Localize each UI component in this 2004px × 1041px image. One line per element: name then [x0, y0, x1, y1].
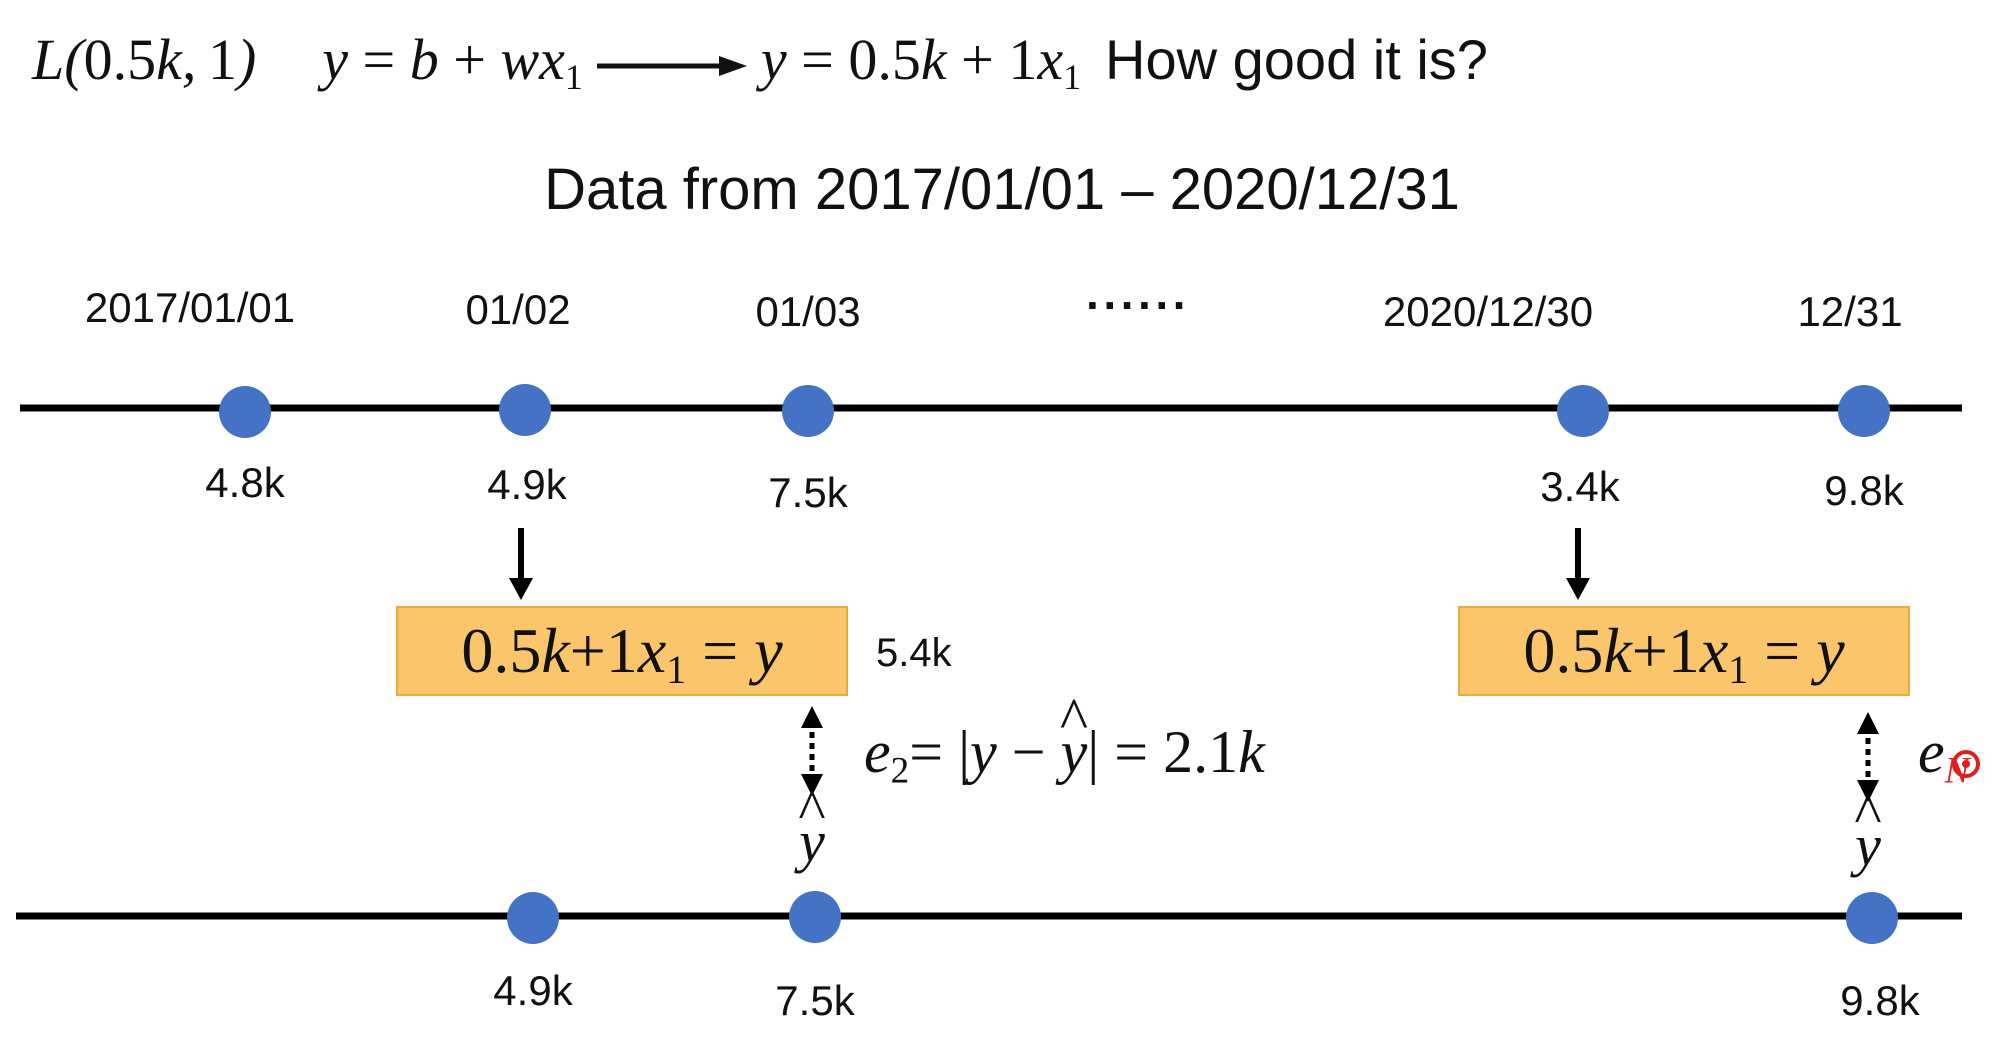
data-point-dot — [499, 384, 551, 436]
data-value-label: 3.4k — [1540, 463, 1620, 510]
ground-truth-dot — [789, 891, 841, 943]
date-label: 12/31 — [1797, 288, 1903, 335]
data-value-label: 4.8k — [205, 459, 285, 506]
data-value-label: 7.5k — [768, 469, 848, 516]
data-point-dot — [1838, 385, 1890, 437]
ground-truth-value-label: 4.9k — [493, 967, 573, 1014]
data-range-subtitle: Data from 2017/01/01 – 2020/12/31 — [544, 157, 1460, 222]
prediction-box: 0.5k+1x1 = y — [1458, 606, 1910, 696]
data-point-dot — [219, 386, 271, 438]
dashed-double-arrow-icon — [1857, 712, 1879, 802]
predicted-value-label: 5.4k — [876, 631, 952, 675]
data-value-label: 9.8k — [1824, 467, 1904, 514]
down-arrow-icon — [1566, 528, 1590, 600]
title-formula-row: L(0.5k, 1) y = b + wx1 y = 0.5k + 1x1 How … — [32, 20, 1488, 100]
data-point-dot — [1557, 385, 1609, 437]
data-point-dot — [782, 385, 834, 437]
ground-truth-dot — [1846, 892, 1898, 944]
data-value-label: 4.9k — [487, 461, 567, 508]
date-label: 01/02 — [465, 286, 571, 333]
date-label: 2017/01/01 — [84, 284, 296, 331]
date-label: 01/03 — [755, 288, 861, 335]
ground-truth-dot — [507, 892, 559, 944]
question-text: How good it is? — [1105, 28, 1488, 91]
prediction-box: 0.5k+1x1 = y — [396, 606, 848, 696]
yhat-symbol: y ^ — [798, 777, 826, 874]
ground-truth-value-label: 7.5k — [775, 977, 855, 1024]
ground-truth-value-label: 9.8k — [1840, 977, 1920, 1024]
model-general-equation: y = b + wx1 — [322, 27, 583, 98]
date-label: 2020/12/30 — [1382, 288, 1594, 335]
right-arrow-icon — [596, 55, 747, 76]
down-arrow-icon — [509, 528, 533, 600]
model-specific-equation: y = 0.5k + 1x1 — [760, 27, 1082, 98]
dashed-double-arrow-icon — [801, 706, 823, 796]
cursor-pointer-icon — [1952, 750, 1980, 778]
loss-expression: L(0.5k, 1) — [32, 27, 257, 92]
error-equation: e2= |y − y ^ | = 2.1k — [864, 686, 1265, 792]
error-n-label: eN — [1918, 719, 1970, 792]
yhat-symbol: y ^ — [1854, 781, 1882, 878]
